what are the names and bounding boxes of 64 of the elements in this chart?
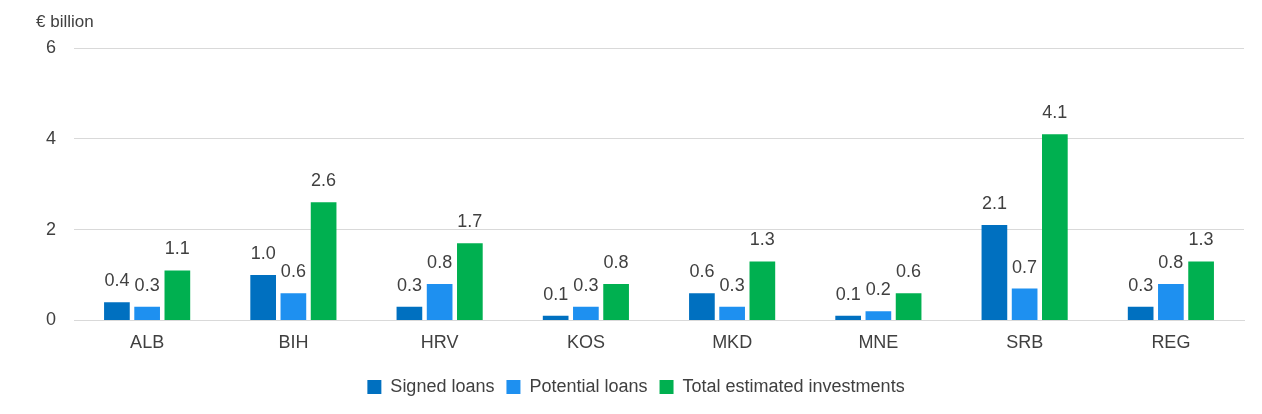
data-label: 1.0	[250, 242, 276, 263]
y-tick-label: 6	[46, 36, 57, 57]
data-label: 0.8	[1158, 252, 1184, 273]
legend-label: Potential loans	[529, 375, 648, 396]
data-label: 0.3	[134, 274, 160, 295]
bar	[719, 306, 745, 320]
x-tick-label: MNE	[858, 332, 899, 353]
bar	[457, 243, 483, 320]
bar	[895, 293, 922, 320]
data-label: 0.1	[543, 283, 569, 304]
legend-label: Signed loans	[390, 375, 495, 396]
data-label: 0.4	[104, 270, 130, 291]
y-axis-title: € billion	[36, 12, 94, 32]
legend-label: Total estimated investments	[682, 375, 905, 396]
data-label: 1.3	[749, 229, 775, 250]
data-label: 0.2	[865, 279, 891, 300]
bar	[310, 202, 337, 320]
y-tick-label: 4	[46, 127, 57, 148]
data-label: 2.1	[981, 193, 1007, 214]
data-label: 0.3	[396, 274, 422, 295]
bar	[104, 302, 130, 320]
bar	[573, 306, 599, 320]
bar	[134, 306, 160, 320]
data-label: 1.3	[1188, 229, 1214, 250]
bar	[1042, 134, 1068, 320]
x-tick-label: BIH	[278, 332, 309, 353]
bar	[1127, 306, 1154, 320]
data-label: 0.6	[689, 261, 715, 282]
bar	[396, 306, 423, 320]
bar	[603, 284, 629, 320]
y-tick-label: 0	[46, 309, 57, 330]
data-label: 0.8	[427, 252, 453, 273]
x-tick-label: ALB	[130, 332, 165, 353]
data-label: 2.6	[311, 170, 337, 191]
data-label: 0.6	[280, 261, 306, 282]
bar	[542, 315, 569, 320]
bar	[865, 311, 892, 320]
bar	[280, 293, 307, 320]
bar	[1188, 261, 1214, 320]
y-tick-label: 2	[46, 218, 57, 239]
x-tick-label: KOS	[566, 332, 605, 353]
bar	[689, 293, 715, 320]
x-tick-label: REG	[1151, 332, 1191, 353]
data-label: 0.6	[896, 261, 922, 282]
data-label: 0.3	[573, 274, 599, 295]
bar	[1011, 288, 1038, 320]
data-label: 0.8	[603, 252, 629, 273]
data-label: 0.7	[1012, 256, 1038, 277]
data-label: 0.3	[1128, 274, 1154, 295]
bar	[981, 225, 1008, 320]
x-tick-label: HRV	[420, 332, 459, 353]
data-label: 1.1	[164, 238, 190, 259]
data-label: 0.1	[835, 283, 861, 304]
data-label: 4.1	[1042, 102, 1068, 123]
x-tick-label: MKD	[712, 332, 753, 353]
x-tick-label: SRB	[1006, 332, 1044, 353]
bar	[749, 261, 776, 320]
data-label: 1.7	[457, 211, 483, 232]
bar	[426, 284, 453, 320]
bar	[164, 270, 191, 320]
bar	[250, 275, 277, 320]
bar	[835, 315, 861, 320]
data-label: 0.3	[719, 274, 745, 295]
bar	[1158, 284, 1184, 320]
